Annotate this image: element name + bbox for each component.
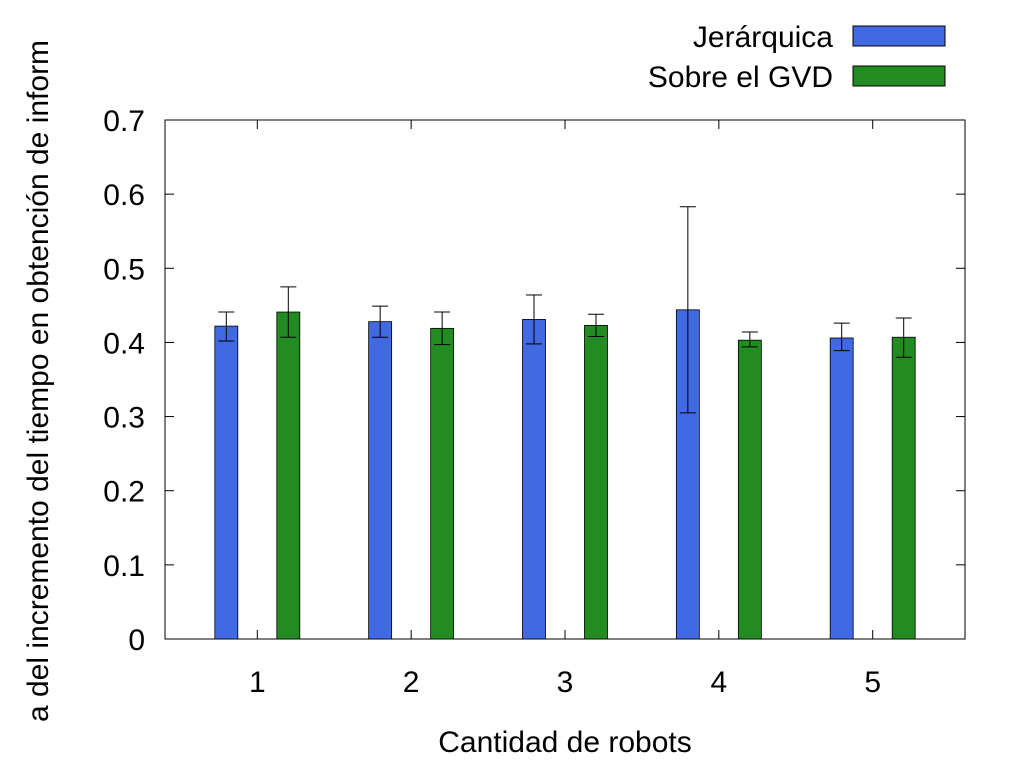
bar bbox=[276, 311, 301, 640]
bar bbox=[584, 324, 608, 640]
x-tick-label: 2 bbox=[403, 666, 420, 699]
x-axis-title: Cantidad de robots bbox=[438, 726, 692, 759]
legend-swatch-jerarquica bbox=[852, 25, 946, 47]
x-tick-label: 1 bbox=[249, 666, 266, 699]
bar bbox=[214, 325, 239, 640]
x-tick-label: 4 bbox=[711, 666, 728, 699]
legend-label-jerarquica: Jerárquica bbox=[693, 21, 833, 54]
y-tick-label: 0 bbox=[128, 624, 145, 657]
legend: Jerárquica Sobre el GVD bbox=[648, 21, 946, 94]
bar bbox=[829, 337, 854, 640]
bar bbox=[522, 319, 546, 640]
x-tick-label: 3 bbox=[557, 666, 574, 699]
y-tick-label: 0.3 bbox=[103, 402, 145, 435]
bar bbox=[368, 321, 393, 640]
y-axis-title: a del incremento del tiempo en obtención… bbox=[22, 40, 55, 722]
bar bbox=[430, 327, 455, 640]
legend-swatch-sobre-el-gvd bbox=[852, 65, 946, 87]
y-tick-label: 0.1 bbox=[103, 550, 145, 583]
x-tick-label: 5 bbox=[864, 666, 881, 699]
y-tick-label: 0.5 bbox=[103, 253, 145, 286]
bar bbox=[891, 336, 916, 640]
legend-label-sobre-el-gvd: Sobre el GVD bbox=[648, 61, 833, 94]
y-tick-label: 0.7 bbox=[103, 105, 145, 138]
plot-area: 0 0.1 0.2 0.3 0.4 0.5 0.6 0.7 1 2 3 4 5 bbox=[103, 105, 966, 699]
bar bbox=[737, 339, 762, 640]
y-tick-label: 0.6 bbox=[103, 179, 145, 212]
y-tick-label: 0.2 bbox=[103, 476, 145, 509]
y-tick-label: 0.4 bbox=[103, 327, 145, 360]
